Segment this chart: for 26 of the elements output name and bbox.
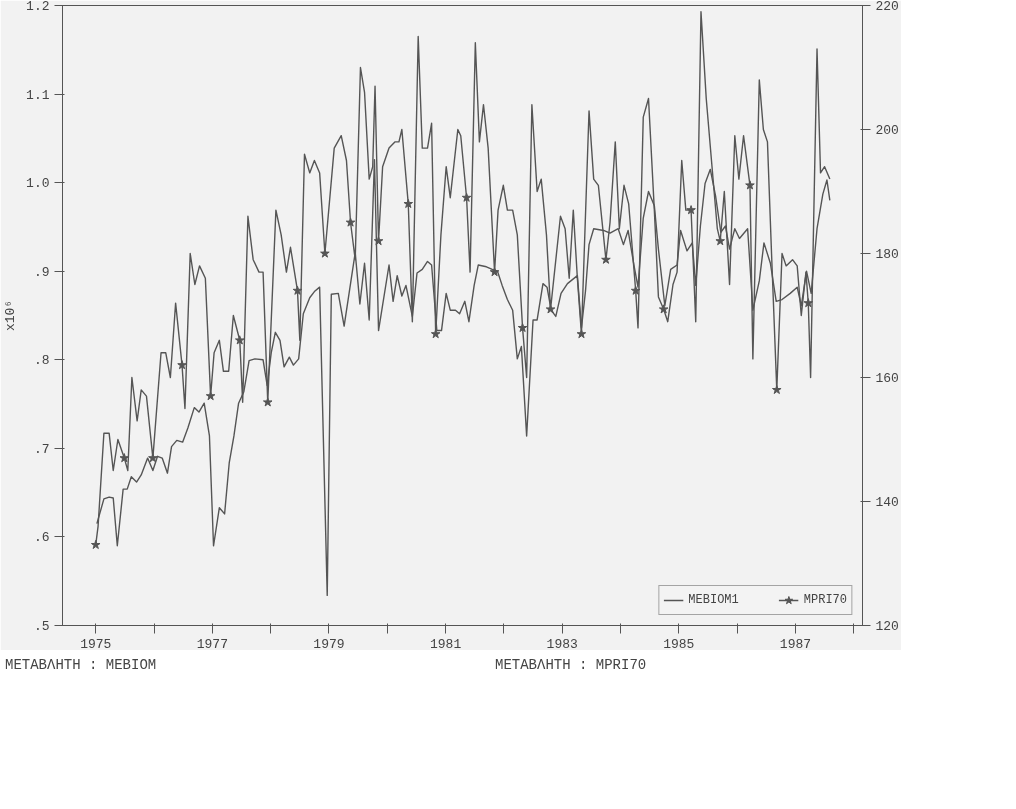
y-tick-label: .9	[33, 264, 50, 280]
y-tick-label: 1.2	[26, 0, 50, 14]
y2-tick-label: 120	[875, 619, 899, 634]
y-tick-label: 1.0	[26, 176, 50, 192]
y-tick-label: .7	[33, 441, 50, 457]
legend-label: MEBIOM1	[688, 593, 739, 607]
y-tick-label: 1.1	[26, 87, 50, 103]
x-tick-label: 1987	[779, 636, 812, 652]
x-tick-label: 1975	[80, 636, 112, 652]
x-tick-label: 1981	[429, 636, 462, 652]
x-tick-label: 1977	[196, 636, 228, 652]
y2-tick-label: 200	[875, 123, 899, 138]
y-tick-label: .8	[33, 353, 50, 369]
y2-tick-label: 220	[875, 0, 899, 14]
x-tick-label: 1983	[546, 636, 578, 652]
y-axis-title: x10⁶	[3, 299, 19, 332]
y2-tick-label: 140	[875, 495, 899, 510]
text: ΜΕΤΑΒΛΗΤΗ : MPRI70	[495, 656, 647, 675]
y-tick-label: .5	[33, 619, 50, 634]
y2-tick-label: 180	[875, 247, 899, 262]
text: ΜΕΤΑΒΛΗΤΗ : MEBIOM	[5, 656, 157, 675]
x-tick-label: 1985	[663, 636, 695, 652]
x-tick-label: 1979	[313, 636, 345, 652]
y2-tick-label: 160	[875, 371, 899, 386]
y-tick-label: .6	[33, 530, 50, 546]
legend-label: MPRI70	[803, 593, 847, 607]
